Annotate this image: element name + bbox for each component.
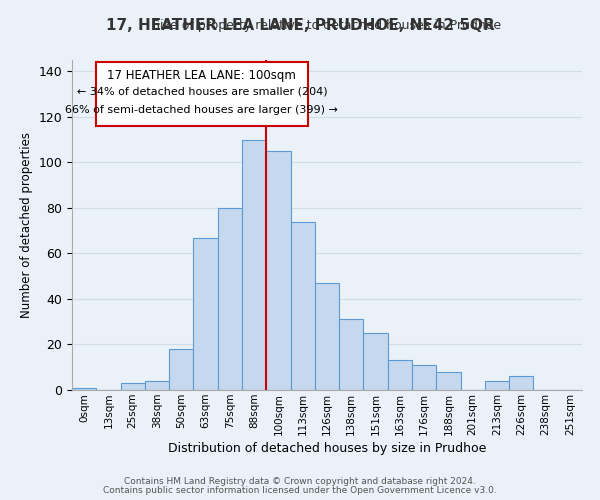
Bar xyxy=(436,372,461,390)
Bar xyxy=(242,140,266,390)
Bar xyxy=(145,381,169,390)
Bar xyxy=(388,360,412,390)
X-axis label: Distribution of detached houses by size in Prudhoe: Distribution of detached houses by size … xyxy=(168,442,486,455)
Y-axis label: Number of detached properties: Number of detached properties xyxy=(20,132,33,318)
Text: 66% of semi-detached houses are larger (399) →: 66% of semi-detached houses are larger (… xyxy=(65,105,338,115)
Bar xyxy=(485,381,509,390)
FancyBboxPatch shape xyxy=(96,62,308,126)
Title: Size of property relative to detached houses in Prudhoe: Size of property relative to detached ho… xyxy=(152,20,502,32)
Bar xyxy=(193,238,218,390)
Bar xyxy=(266,151,290,390)
Bar xyxy=(72,388,96,390)
Text: ← 34% of detached houses are smaller (204): ← 34% of detached houses are smaller (20… xyxy=(77,87,327,97)
Bar xyxy=(339,320,364,390)
Text: Contains HM Land Registry data © Crown copyright and database right 2024.: Contains HM Land Registry data © Crown c… xyxy=(124,478,476,486)
Bar xyxy=(290,222,315,390)
Bar xyxy=(218,208,242,390)
Bar xyxy=(315,283,339,390)
Text: 17, HEATHER LEA LANE, PRUDHOE, NE42 5QR: 17, HEATHER LEA LANE, PRUDHOE, NE42 5QR xyxy=(106,18,494,32)
Bar xyxy=(121,383,145,390)
Bar xyxy=(169,349,193,390)
Bar xyxy=(509,376,533,390)
Text: Contains public sector information licensed under the Open Government Licence v3: Contains public sector information licen… xyxy=(103,486,497,495)
Text: 17 HEATHER LEA LANE: 100sqm: 17 HEATHER LEA LANE: 100sqm xyxy=(107,70,296,82)
Bar xyxy=(412,365,436,390)
Bar xyxy=(364,333,388,390)
